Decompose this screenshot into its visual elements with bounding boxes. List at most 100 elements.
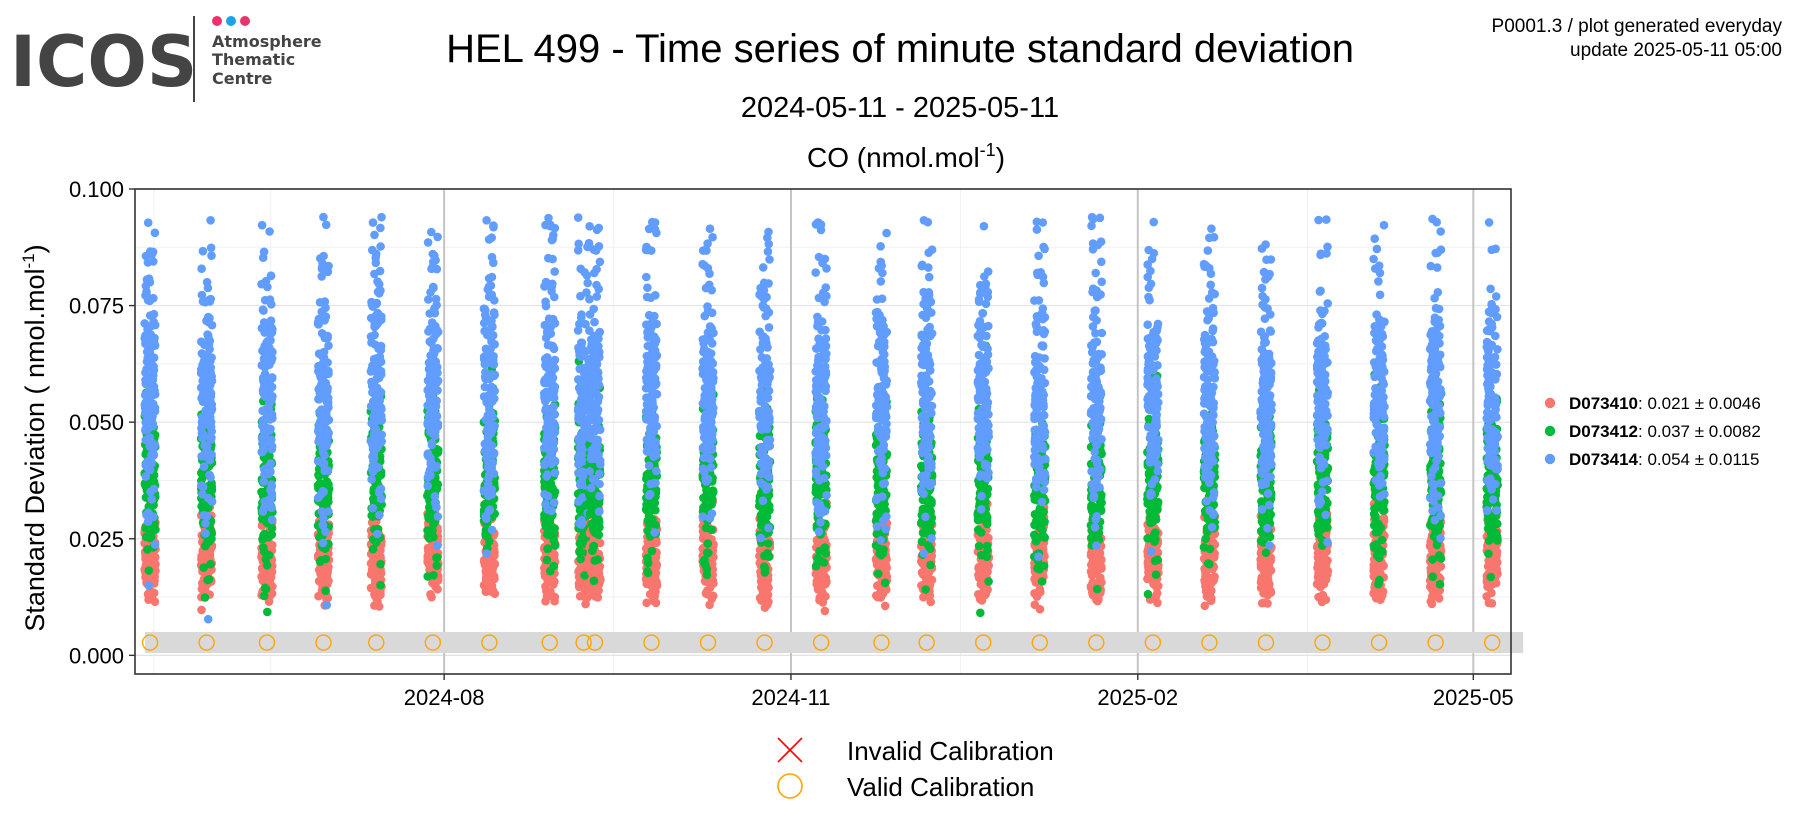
point-D073414: [550, 468, 560, 478]
point-D073412: [874, 569, 883, 578]
point-D073414: [485, 470, 494, 480]
point-D073410: [705, 578, 714, 588]
point-D073414: [147, 376, 156, 386]
point-D073412: [261, 555, 271, 564]
point-D073414: [642, 400, 652, 409]
point-D073414: [763, 442, 772, 452]
point-D073414: [257, 220, 267, 230]
point-D073414: [650, 528, 659, 537]
point-D073414: [591, 246, 601, 255]
point-D073414: [645, 489, 655, 499]
point-D073414: [258, 507, 268, 516]
point-D073414: [816, 518, 825, 527]
point-D073414: [700, 467, 709, 477]
point-D073414: [370, 269, 379, 279]
point-D073414: [814, 375, 824, 384]
point-D073414: [756, 533, 765, 543]
point-D073414: [367, 381, 377, 391]
point-D073412: [423, 572, 433, 581]
point-D073414: [268, 325, 277, 334]
point-D073414: [199, 462, 209, 471]
point-D073414: [369, 424, 379, 433]
point-D073414: [593, 349, 602, 359]
logo-line-2: Thematic: [212, 50, 295, 69]
point-D073414: [543, 430, 552, 439]
point-D073414: [428, 257, 438, 267]
point-D073414: [876, 242, 885, 251]
point-D073414: [543, 491, 553, 501]
point-D073412: [203, 575, 212, 585]
point-D073410: [642, 598, 651, 608]
point-D073414: [645, 440, 655, 449]
point-D073414: [577, 313, 586, 323]
point-D073414: [432, 503, 441, 512]
point-D073414: [704, 382, 714, 392]
point-D073414: [573, 452, 583, 462]
point-D073412: [589, 541, 598, 551]
point-D073414: [489, 258, 498, 268]
point-D073412: [546, 566, 555, 576]
point-D073414: [545, 392, 554, 402]
panel-title: CO (nmol.mol-1): [807, 140, 1005, 173]
point-D073414: [201, 297, 210, 307]
chart-subtitle: 2024-05-11 - 2025-05-11: [741, 92, 1059, 124]
point-D073414: [198, 420, 207, 429]
point-D073414: [815, 435, 824, 445]
point-D073412: [587, 493, 596, 503]
point-D073414: [368, 361, 377, 370]
point-D073414: [541, 297, 550, 307]
point-D073414: [207, 427, 216, 436]
point-D073414: [149, 451, 158, 461]
point-D073414: [484, 282, 494, 291]
point-D073412: [424, 511, 433, 521]
point-D073412: [376, 580, 385, 590]
point-D073414: [759, 295, 769, 304]
point-D073410: [423, 556, 433, 566]
point-D073410: [197, 605, 206, 615]
point-D073414: [318, 520, 328, 530]
point-D073414: [754, 406, 764, 416]
point-D073414: [318, 538, 328, 548]
point-D073414: [319, 212, 328, 222]
point-D073412: [263, 607, 272, 617]
point-D073414: [197, 290, 207, 300]
point-D073414: [200, 441, 209, 450]
point-D073410: [920, 567, 929, 577]
point-D073412: [141, 478, 150, 488]
point-D073410: [817, 574, 826, 584]
point-D073414: [143, 412, 153, 421]
point-D073414: [821, 334, 831, 343]
point-D073414: [259, 318, 269, 327]
point-D073414: [370, 230, 379, 240]
point-D073410: [142, 555, 151, 565]
point-D073414: [266, 459, 276, 468]
point-D073410: [490, 574, 499, 584]
point-D073414: [368, 218, 378, 227]
point-D073414: [577, 352, 586, 362]
point-D073414: [763, 233, 772, 242]
point-D073412: [702, 485, 711, 495]
point-D073414: [652, 228, 661, 238]
point-D073414: [266, 382, 275, 392]
point-D073414: [764, 323, 774, 332]
point-D073414: [815, 500, 824, 509]
point-D073412: [433, 553, 442, 562]
point-D073414: [644, 380, 653, 390]
point-D073414: [707, 509, 717, 518]
logo-line-1: Atmosphere: [212, 32, 322, 51]
point-D073414: [877, 261, 886, 271]
point-D073414: [149, 309, 159, 319]
point-D073414: [144, 423, 153, 432]
point-D073414: [880, 350, 889, 359]
point-D073414: [198, 246, 208, 256]
point-D073412: [575, 548, 585, 557]
point-D073414: [875, 445, 885, 455]
point-D073414: [259, 247, 269, 257]
point-D073414: [549, 230, 558, 240]
point-D073414: [544, 253, 553, 263]
point-D073412: [703, 539, 713, 548]
point-D073414: [424, 391, 434, 400]
point-D073410: [878, 561, 888, 570]
point-D073414: [143, 295, 153, 305]
point-D073414: [642, 272, 651, 282]
